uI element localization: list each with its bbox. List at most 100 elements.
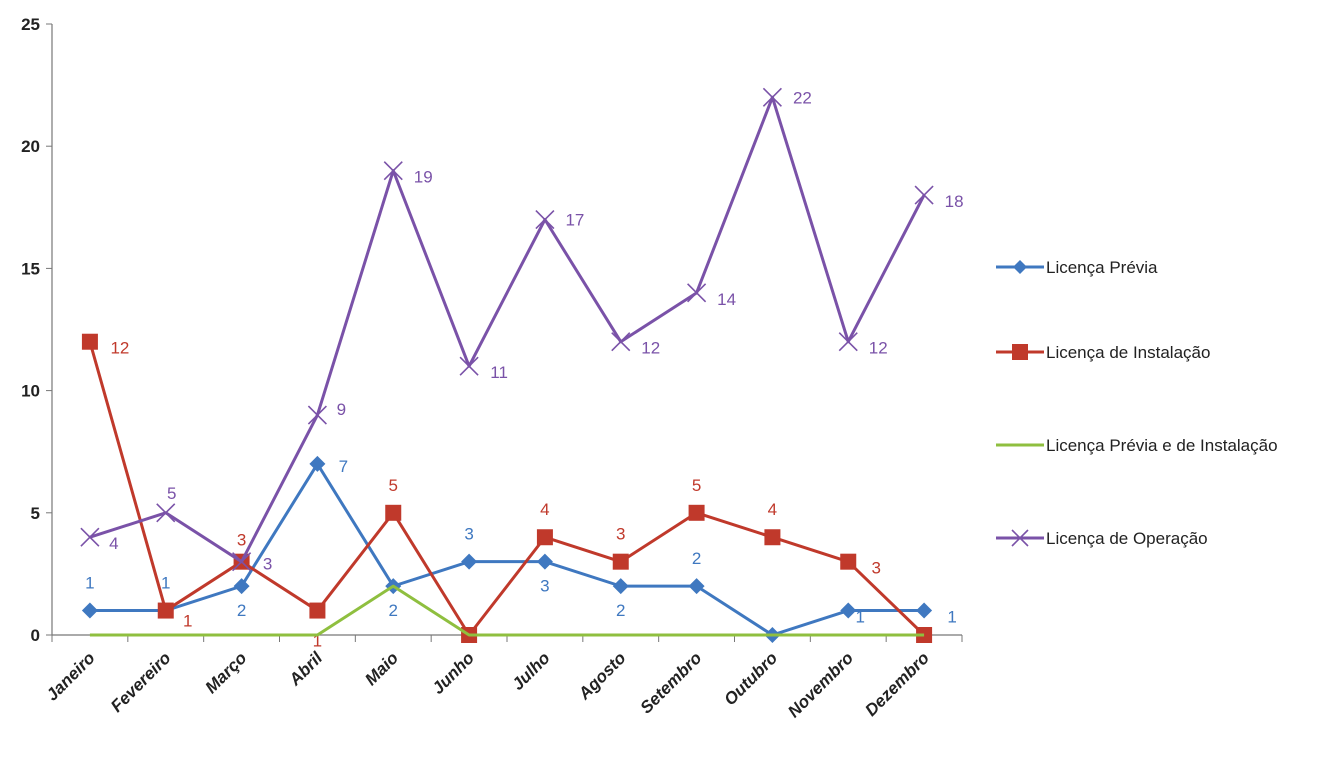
data-label-licenca-operacao: 19 xyxy=(414,168,433,187)
data-label-licenca-instalacao: 1 xyxy=(313,632,322,651)
series-line-licenca-operacao xyxy=(89,95,926,564)
data-label-licenca-previa: 2 xyxy=(389,601,398,620)
data-label-licenca-operacao: 17 xyxy=(565,211,584,230)
data-label-licenca-previa: 1 xyxy=(85,574,94,593)
data-point-licenca-previa xyxy=(233,578,250,595)
marker-stroke xyxy=(232,552,252,572)
data-point-licenca-operacao xyxy=(687,283,707,303)
data-label-licenca-instalacao: 5 xyxy=(692,476,701,495)
x-tick-label: Julho xyxy=(508,648,553,693)
data-label-licenca-previa: 3 xyxy=(540,577,549,596)
series-line-licenca-previa-instalacao xyxy=(89,584,925,637)
marker-stroke xyxy=(156,503,176,523)
x-tick-label: Novembro xyxy=(784,648,857,721)
data-point-licenca-instalacao xyxy=(764,529,781,546)
x-tick-label: Agosto xyxy=(574,648,630,704)
legend-marker xyxy=(1012,344,1028,360)
data-label-licenca-previa: 2 xyxy=(616,601,625,620)
y-tick-label: 10 xyxy=(21,382,40,401)
data-label-licenca-operacao: 4 xyxy=(109,534,118,553)
data-label-licenca-instalacao: 3 xyxy=(872,559,881,578)
data-point-licenca-instalacao xyxy=(840,553,857,570)
legend-marker xyxy=(1011,529,1029,547)
x-tick-label: Abril xyxy=(285,647,327,689)
data-label-licenca-operacao: 9 xyxy=(337,400,346,419)
data-point-licenca-instalacao xyxy=(157,602,174,619)
data-label-licenca-previa: 1 xyxy=(947,608,956,627)
data-label-licenca-instalacao: 3 xyxy=(237,531,246,550)
y-tick-label: 25 xyxy=(21,15,40,34)
data-point-licenca-operacao xyxy=(914,185,934,205)
x-tick-label: Junho xyxy=(428,648,477,697)
data-point-licenca-instalacao xyxy=(385,504,402,521)
data-point-licenca-operacao xyxy=(611,332,631,352)
data-point-licenca-instalacao xyxy=(612,553,629,570)
data-point-licenca-operacao xyxy=(156,503,176,523)
data-label-licenca-operacao: 5 xyxy=(167,484,176,503)
marker-stroke xyxy=(687,283,707,303)
data-point-licenca-previa xyxy=(916,602,933,619)
data-point-licenca-instalacao xyxy=(309,602,326,619)
data-label-licenca-previa: 3 xyxy=(464,525,473,544)
data-point-licenca-operacao xyxy=(762,87,782,107)
legend-marker xyxy=(1013,260,1027,274)
data-point-licenca-previa xyxy=(461,553,478,570)
y-tick-label: 0 xyxy=(31,626,40,645)
data-label-licenca-operacao: 12 xyxy=(869,339,888,358)
legend-label-licenca-operacao: Licença de Operação xyxy=(1046,529,1208,548)
marker-stroke xyxy=(762,87,782,107)
data-point-licenca-operacao xyxy=(80,527,100,547)
x-tick-label: Dezembro xyxy=(861,648,933,720)
data-point-licenca-previa xyxy=(688,578,705,595)
y-tick-label: 5 xyxy=(31,504,40,523)
marker-stroke xyxy=(914,185,934,205)
data-label-licenca-operacao: 14 xyxy=(717,290,736,309)
y-tick-label: 20 xyxy=(21,137,40,156)
marker-stroke xyxy=(383,161,403,181)
data-label-licenca-instalacao: 3 xyxy=(616,525,625,544)
x-tick-label: Janeiro xyxy=(43,648,99,704)
marker-stroke xyxy=(838,332,858,352)
data-label-licenca-operacao: 3 xyxy=(263,555,272,574)
data-label-licenca-instalacao: 1 xyxy=(183,612,192,631)
data-point-licenca-instalacao xyxy=(536,529,553,546)
data-label-licenca-instalacao: 5 xyxy=(389,476,398,495)
data-point-licenca-operacao xyxy=(383,161,403,181)
data-label-licenca-operacao: 12 xyxy=(641,339,660,358)
data-point-licenca-previa xyxy=(81,602,98,619)
data-point-licenca-operacao xyxy=(307,405,327,425)
data-point-licenca-instalacao xyxy=(688,504,705,521)
marker-stroke xyxy=(611,332,631,352)
legend-label-licenca-previa-instalacao: Licença Prévia e de Instalação xyxy=(1046,436,1278,455)
data-label-licenca-instalacao: 12 xyxy=(110,339,129,358)
legend-label-licenca-instalacao: Licença de Instalação xyxy=(1046,343,1210,362)
marker-stroke xyxy=(307,405,327,425)
data-point-licenca-operacao xyxy=(535,209,555,230)
data-point-licenca-previa xyxy=(309,455,326,472)
data-label-licenca-previa: 2 xyxy=(237,601,246,620)
x-tick-label: Setembro xyxy=(637,648,706,717)
data-point-licenca-previa xyxy=(536,553,553,570)
data-point-licenca-operacao xyxy=(459,356,479,376)
data-label-licenca-operacao: 11 xyxy=(490,363,508,382)
data-label-licenca-operacao: 18 xyxy=(945,192,964,211)
marker-stroke xyxy=(80,527,100,547)
series-line-licenca-previa xyxy=(89,462,925,637)
data-label-licenca-previa: 2 xyxy=(692,549,701,568)
x-tick-label: Fevereiro xyxy=(107,648,175,716)
data-label-licenca-previa: 1 xyxy=(161,574,170,593)
x-tick-label: Março xyxy=(202,648,251,697)
y-tick-label: 15 xyxy=(21,259,40,278)
data-label-licenca-operacao: 22 xyxy=(793,88,812,107)
data-label-licenca-previa: 7 xyxy=(339,457,348,476)
marker-stroke xyxy=(535,209,555,230)
data-point-licenca-operacao xyxy=(232,552,252,572)
data-label-licenca-previa: 1 xyxy=(856,608,865,627)
data-point-licenca-operacao xyxy=(838,332,858,352)
marker-stroke xyxy=(459,356,479,376)
series-line-licenca-instalacao xyxy=(88,341,926,637)
data-label-licenca-instalacao: 4 xyxy=(540,500,549,519)
data-point-licenca-previa xyxy=(840,602,857,619)
x-tick-label: Outubro xyxy=(720,648,781,709)
